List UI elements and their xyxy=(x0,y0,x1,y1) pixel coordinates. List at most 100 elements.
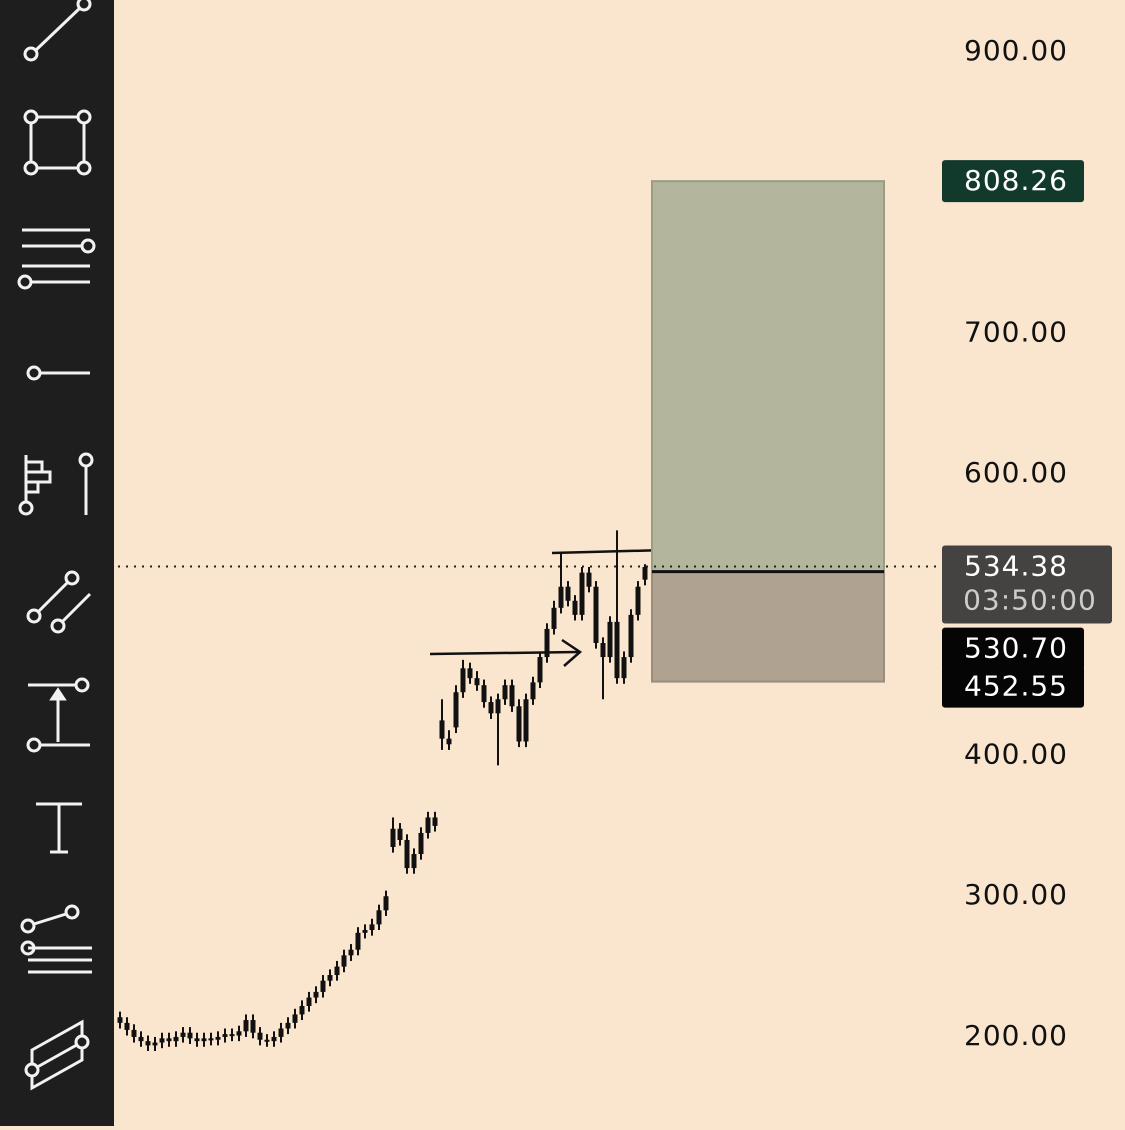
stop-label-box xyxy=(942,665,1084,708)
candle-body xyxy=(250,1020,256,1033)
y-tick-label: 400.00 xyxy=(964,738,1068,771)
entry-label: 530.70 xyxy=(964,632,1068,665)
channel-tool[interactable] xyxy=(26,570,92,634)
candle-body xyxy=(579,572,585,615)
measure-tool[interactable] xyxy=(26,677,90,753)
candle-body xyxy=(565,586,571,601)
candle-body xyxy=(299,1005,305,1015)
stop-label: 452.55 xyxy=(964,670,1068,703)
candle-body xyxy=(446,738,452,745)
y-tick-label: 700.00 xyxy=(964,315,1068,348)
candle-body xyxy=(544,628,550,658)
candle-body xyxy=(124,1022,130,1030)
candle-body xyxy=(355,932,361,950)
rectangle-tool[interactable] xyxy=(23,109,92,176)
countdown-label: 03:50:00 xyxy=(963,583,1097,616)
y-tick-label: 300.00 xyxy=(964,878,1068,911)
candle-body xyxy=(572,600,578,615)
candle-body xyxy=(145,1041,151,1046)
candle-body xyxy=(558,586,564,608)
profit-zone xyxy=(651,180,885,573)
candle-body xyxy=(257,1032,263,1040)
candle-body xyxy=(642,567,648,580)
candle-body xyxy=(278,1028,284,1037)
candle-body xyxy=(159,1038,165,1043)
parallel-lines-tool[interactable] xyxy=(17,228,96,290)
candle-body xyxy=(243,1020,249,1032)
candle-body xyxy=(509,685,515,707)
candle-body xyxy=(166,1038,172,1042)
fib-tool[interactable] xyxy=(20,904,92,974)
candle-body xyxy=(152,1042,158,1046)
ray-tool[interactable] xyxy=(26,365,90,381)
candle-body xyxy=(523,699,529,742)
candle-body xyxy=(236,1031,242,1036)
candle-body xyxy=(215,1036,221,1040)
candle-body xyxy=(306,997,312,1006)
candle-body xyxy=(131,1029,137,1037)
candle-body xyxy=(292,1014,298,1023)
candle-body xyxy=(621,657,627,679)
candle-body xyxy=(467,668,473,679)
y-tick-label: 200.00 xyxy=(964,1019,1068,1052)
last-price-box xyxy=(942,545,1112,624)
candle-body xyxy=(453,692,459,728)
candle-body xyxy=(488,702,494,714)
candle-body xyxy=(229,1034,235,1037)
candle-body xyxy=(481,685,487,703)
candle-body xyxy=(117,1017,123,1023)
candle-body xyxy=(551,607,557,629)
last-price-label: 534.38 xyxy=(964,549,1068,582)
trend-line-tool[interactable] xyxy=(23,0,92,62)
candle-body xyxy=(474,678,480,686)
candle-body xyxy=(138,1036,144,1042)
candle-body xyxy=(341,955,347,967)
candle-body xyxy=(628,614,634,658)
entry-label-box xyxy=(942,627,1084,670)
candle-body xyxy=(313,991,319,998)
candle-body xyxy=(208,1038,214,1041)
toolbar-bg xyxy=(0,0,114,1126)
candle-body xyxy=(537,657,543,683)
candle-body xyxy=(425,817,431,833)
candle-body xyxy=(411,854,417,869)
toolbar xyxy=(0,0,114,1126)
candle-body xyxy=(376,910,382,925)
candle-body xyxy=(222,1034,228,1037)
candle-body xyxy=(635,586,641,615)
target-label: 808.26 xyxy=(964,164,1068,197)
candle-body xyxy=(439,720,445,739)
plot: 900.00 700.00 600.00 400.00 300.00 200.00 808.… xyxy=(117,34,1112,1052)
candle-body xyxy=(600,642,606,658)
candle-body xyxy=(495,699,501,714)
text-tool[interactable] xyxy=(36,802,82,854)
candle-body xyxy=(460,668,466,693)
candle-body xyxy=(607,621,613,658)
candle-body xyxy=(404,839,410,869)
candle-body xyxy=(614,621,620,679)
volume-profile-tool[interactable] xyxy=(18,452,94,516)
candle-body xyxy=(201,1038,207,1042)
candle-body xyxy=(383,896,389,911)
candle-body xyxy=(180,1032,186,1037)
candle-body xyxy=(173,1036,179,1042)
candle-body xyxy=(390,828,396,847)
candle-body xyxy=(334,966,340,976)
loss-zone xyxy=(651,570,885,683)
y-tick-label: 900.00 xyxy=(964,34,1068,67)
pattern-tool[interactable] xyxy=(24,1019,90,1091)
candle-body xyxy=(187,1032,193,1039)
candle-body xyxy=(362,930,368,933)
candle-body xyxy=(593,586,599,643)
candle-body xyxy=(271,1036,277,1042)
candle-body xyxy=(285,1022,291,1029)
candle-body xyxy=(432,817,438,826)
candle-body xyxy=(397,828,403,840)
candle-body xyxy=(516,706,522,742)
candle-body xyxy=(369,924,375,931)
candle-body xyxy=(327,975,333,981)
candle-body xyxy=(502,685,508,700)
candle-body xyxy=(586,572,592,587)
